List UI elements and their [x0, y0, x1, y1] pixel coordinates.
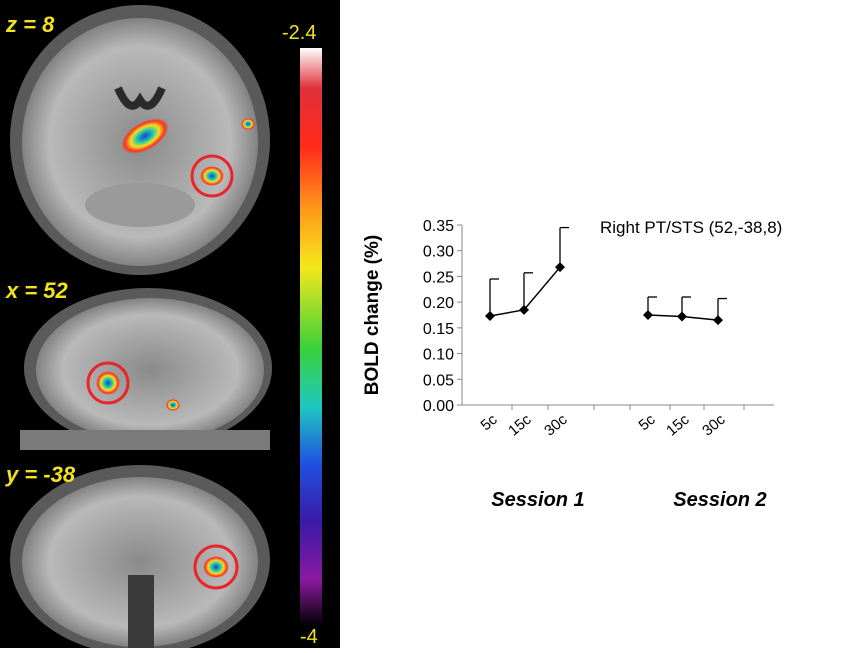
x-tick-label: 30c [541, 411, 571, 440]
data-point [555, 262, 565, 273]
data-point [677, 311, 687, 322]
x-tick-label: 30c [699, 411, 729, 440]
brain-slices [10, 5, 322, 653]
y-ticks: 0.35 0.30 0.25 0.20 0.15 0.10 0.05 0.00 [423, 218, 462, 415]
colorbar-min-label: -4 [300, 626, 318, 648]
session-label: Session 1 [491, 489, 584, 511]
brain-image-panel: z = 8 x = 52 y = -38 -2.4 -4 [0, 0, 340, 653]
y-tick-label: 0.05 [423, 372, 454, 389]
y-tick-label: 0.15 [423, 321, 454, 338]
coronal-slice [10, 465, 270, 653]
axes [461, 225, 774, 406]
chart-title: Right PT/STS (52,-38,8) [600, 218, 782, 237]
axial-slice [10, 5, 270, 275]
y-tick-label: 0.20 [423, 295, 454, 312]
x-tick-label: 15c [505, 411, 535, 440]
slice-label-coronal: y = -38 [6, 462, 76, 487]
x-ticks: 5c 15c 30c 5c 15c 30c [478, 405, 745, 440]
y-tick-label: 0.25 [423, 269, 454, 286]
data-point [643, 310, 653, 320]
y-tick-label: 0.30 [423, 244, 454, 261]
x-tick-label: 5c [636, 411, 659, 435]
bold-change-chart: Right PT/STS (52,-38,8) BOLD change (%) … [362, 218, 782, 511]
y-tick-label: 0.10 [423, 347, 454, 364]
x-tick-label: 5c [478, 411, 501, 435]
x-tick-label: 15c [663, 411, 693, 440]
slice-label-sagittal: x = 52 [6, 278, 68, 303]
data-point [519, 304, 529, 315]
data-point [713, 315, 723, 326]
y-axis-label: BOLD change (%) [362, 235, 383, 395]
slice-label-axial: z = 8 [6, 12, 55, 37]
y-tick-label: 0.35 [423, 218, 454, 235]
y-tick-label: 0.00 [423, 398, 454, 415]
colorbar-max-label: -2.4 [282, 22, 317, 44]
data-series [485, 226, 727, 326]
data-point [485, 311, 495, 322]
session-labels: Session 1 Session 2 [491, 489, 766, 511]
sagittal-slice [20, 288, 272, 450]
colorbar [300, 48, 322, 626]
session-label: Session 2 [673, 489, 766, 511]
